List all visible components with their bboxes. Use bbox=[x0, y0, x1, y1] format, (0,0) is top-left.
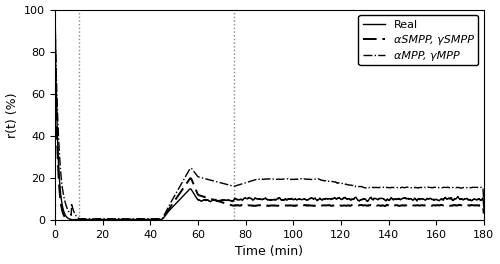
Real bbox=[76, 218, 82, 221]
Real bbox=[52, 8, 58, 11]
αMPP, γMPP bbox=[144, 217, 150, 220]
Real bbox=[212, 198, 218, 201]
αSMPP, γSMPP bbox=[212, 199, 218, 202]
αSMPP, γSMPP bbox=[76, 218, 82, 221]
Real bbox=[230, 200, 235, 203]
αSMPP, γSMPP bbox=[481, 212, 487, 215]
αSMPP, γSMPP bbox=[227, 203, 233, 206]
X-axis label: Time (min): Time (min) bbox=[236, 246, 304, 258]
αSMPP, γSMPP bbox=[230, 204, 235, 207]
αMPP, γMPP bbox=[52, 8, 58, 11]
αMPP, γMPP bbox=[144, 217, 150, 220]
αMPP, γMPP bbox=[76, 217, 82, 220]
Real bbox=[144, 218, 150, 221]
Real bbox=[70, 218, 76, 221]
Legend: Real, αSMPP, γSMPP, αMPP, γMPP: Real, αSMPP, γSMPP, αMPP, γMPP bbox=[358, 15, 478, 65]
αSMPP, γSMPP bbox=[144, 218, 150, 221]
αMPP, γMPP bbox=[230, 184, 235, 187]
Line: Real: Real bbox=[55, 10, 484, 220]
Real bbox=[345, 197, 351, 201]
αMPP, γMPP bbox=[212, 180, 218, 183]
αSMPP, γSMPP bbox=[52, 8, 58, 11]
Real bbox=[227, 199, 233, 202]
Y-axis label: r(t) (%): r(t) (%) bbox=[6, 92, 18, 138]
Line: αMPP, γMPP: αMPP, γMPP bbox=[55, 10, 484, 219]
αMPP, γMPP bbox=[481, 201, 487, 204]
αMPP, γMPP bbox=[227, 184, 233, 187]
Line: αSMPP, γSMPP: αSMPP, γSMPP bbox=[55, 10, 484, 220]
αMPP, γMPP bbox=[345, 183, 351, 186]
αSMPP, γSMPP bbox=[70, 218, 75, 221]
αSMPP, γSMPP bbox=[345, 204, 351, 207]
Real bbox=[481, 206, 487, 209]
